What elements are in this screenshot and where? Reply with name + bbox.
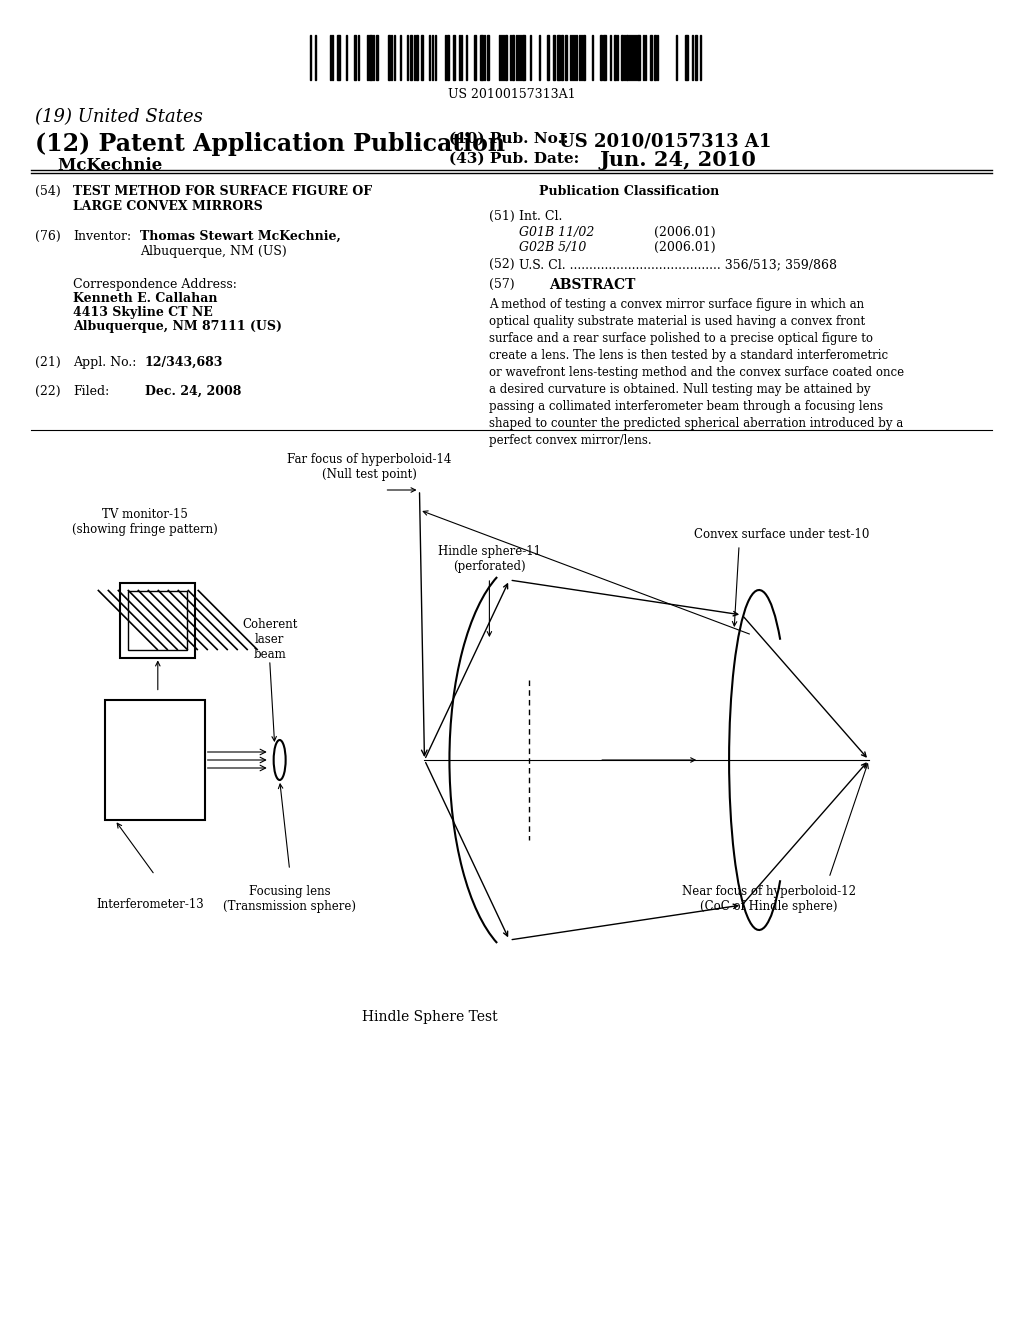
Text: G01B 11/02: G01B 11/02 [519,226,595,239]
Text: Filed:: Filed: [73,385,110,399]
Text: Albuquerque, NM (US): Albuquerque, NM (US) [140,246,287,257]
Bar [447,36,450,81]
Text: Appl. No.:: Appl. No.: [73,356,136,370]
Bar [104,700,205,820]
Bar [387,36,389,81]
Bar [622,36,624,81]
Bar [637,36,640,81]
Bar [553,36,555,81]
Text: (54): (54) [35,185,60,198]
Text: Convex surface under test-10: Convex surface under test-10 [694,528,869,541]
Text: (57): (57) [489,279,515,290]
Text: Jun. 24, 2010: Jun. 24, 2010 [599,150,756,170]
Text: Dec. 24, 2008: Dec. 24, 2008 [144,385,242,399]
Text: 12/343,683: 12/343,683 [144,356,223,370]
Text: 4413 Skyline CT NE: 4413 Skyline CT NE [73,306,213,319]
Bar [695,36,697,81]
Bar [411,36,413,81]
Text: (2006.01): (2006.01) [654,226,716,239]
Text: Focusing lens
(Transmission sphere): Focusing lens (Transmission sphere) [223,884,356,913]
Bar [627,36,628,81]
Bar [487,36,489,81]
Text: Hindle sphere-11
(perforated): Hindle sphere-11 (perforated) [438,545,541,573]
Bar [547,36,549,81]
Text: Kenneth E. Callahan: Kenneth E. Callahan [73,292,217,305]
Text: (2006.01): (2006.01) [654,242,716,253]
Bar [369,36,372,81]
Text: (12) Patent Application Publication: (12) Patent Application Publication [35,132,505,156]
Ellipse shape [273,741,286,780]
Bar [128,590,187,649]
Bar [584,36,586,81]
Text: Coherent
laser
beam: Coherent laser beam [242,618,297,661]
Bar [614,36,616,81]
Bar [654,36,656,81]
Text: US 2010/0157313 A1: US 2010/0157313 A1 [559,132,772,150]
Text: Publication Classification: Publication Classification [540,185,720,198]
Bar [376,36,378,81]
Bar [454,36,456,81]
Text: Far focus of hyperboloid-14
(Null test point): Far focus of hyperboloid-14 (Null test p… [288,453,452,480]
Text: Inventor:: Inventor: [73,230,131,243]
Text: Correspondence Address:: Correspondence Address: [73,279,237,290]
Text: Hindle Sphere Test: Hindle Sphere Test [361,1010,498,1024]
Bar [603,36,606,81]
Bar [522,36,525,81]
Bar [353,36,355,81]
Bar [650,36,652,81]
Text: (21): (21) [35,356,60,370]
Text: Albuquerque, NM 87111 (US): Albuquerque, NM 87111 (US) [73,319,282,333]
Text: (76): (76) [35,230,60,243]
Text: (10) Pub. No.:: (10) Pub. No.: [450,132,569,147]
Text: Near focus of hyperboloid-12
(CoC of Hindle sphere): Near focus of hyperboloid-12 (CoC of Hin… [682,884,856,913]
Text: McKechnie: McKechnie [35,157,162,174]
Bar [561,36,563,81]
Bar [337,36,340,81]
Text: (43) Pub. Date:: (43) Pub. Date: [450,152,580,166]
Text: A method of testing a convex mirror surface figure in which an
optical quality s: A method of testing a convex mirror surf… [489,298,904,447]
Text: TEST METHOD FOR SURFACE FIGURE OF
LARGE CONVEX MIRRORS: TEST METHOD FOR SURFACE FIGURE OF LARGE … [73,185,372,213]
Bar [565,36,567,81]
Bar [600,36,602,81]
Text: US 20100157313A1: US 20100157313A1 [447,88,575,102]
Bar [506,36,507,81]
Text: (51): (51) [489,210,515,223]
Text: (22): (22) [35,385,60,399]
Text: Int. Cl.: Int. Cl. [519,210,563,223]
Text: TV monitor-15
(showing fringe pattern): TV monitor-15 (showing fringe pattern) [72,508,218,536]
Bar [480,36,483,81]
Bar [474,36,476,81]
Text: ABSTRACT: ABSTRACT [549,279,636,292]
Text: (19) United States: (19) United States [35,108,203,125]
Bar [417,36,419,81]
Text: Interferometer-13: Interferometer-13 [96,898,204,911]
Bar [422,36,424,81]
Text: (52): (52) [489,257,515,271]
Text: Thomas Stewart McKechnie,: Thomas Stewart McKechnie, [140,230,341,243]
Text: G02B 5/10: G02B 5/10 [519,242,587,253]
Bar [685,36,688,81]
Bar [557,36,560,81]
Text: U.S. Cl. ....................................... 356/513; 359/868: U.S. Cl. ...............................… [519,257,838,271]
Bar [121,582,196,657]
Bar [512,36,514,81]
